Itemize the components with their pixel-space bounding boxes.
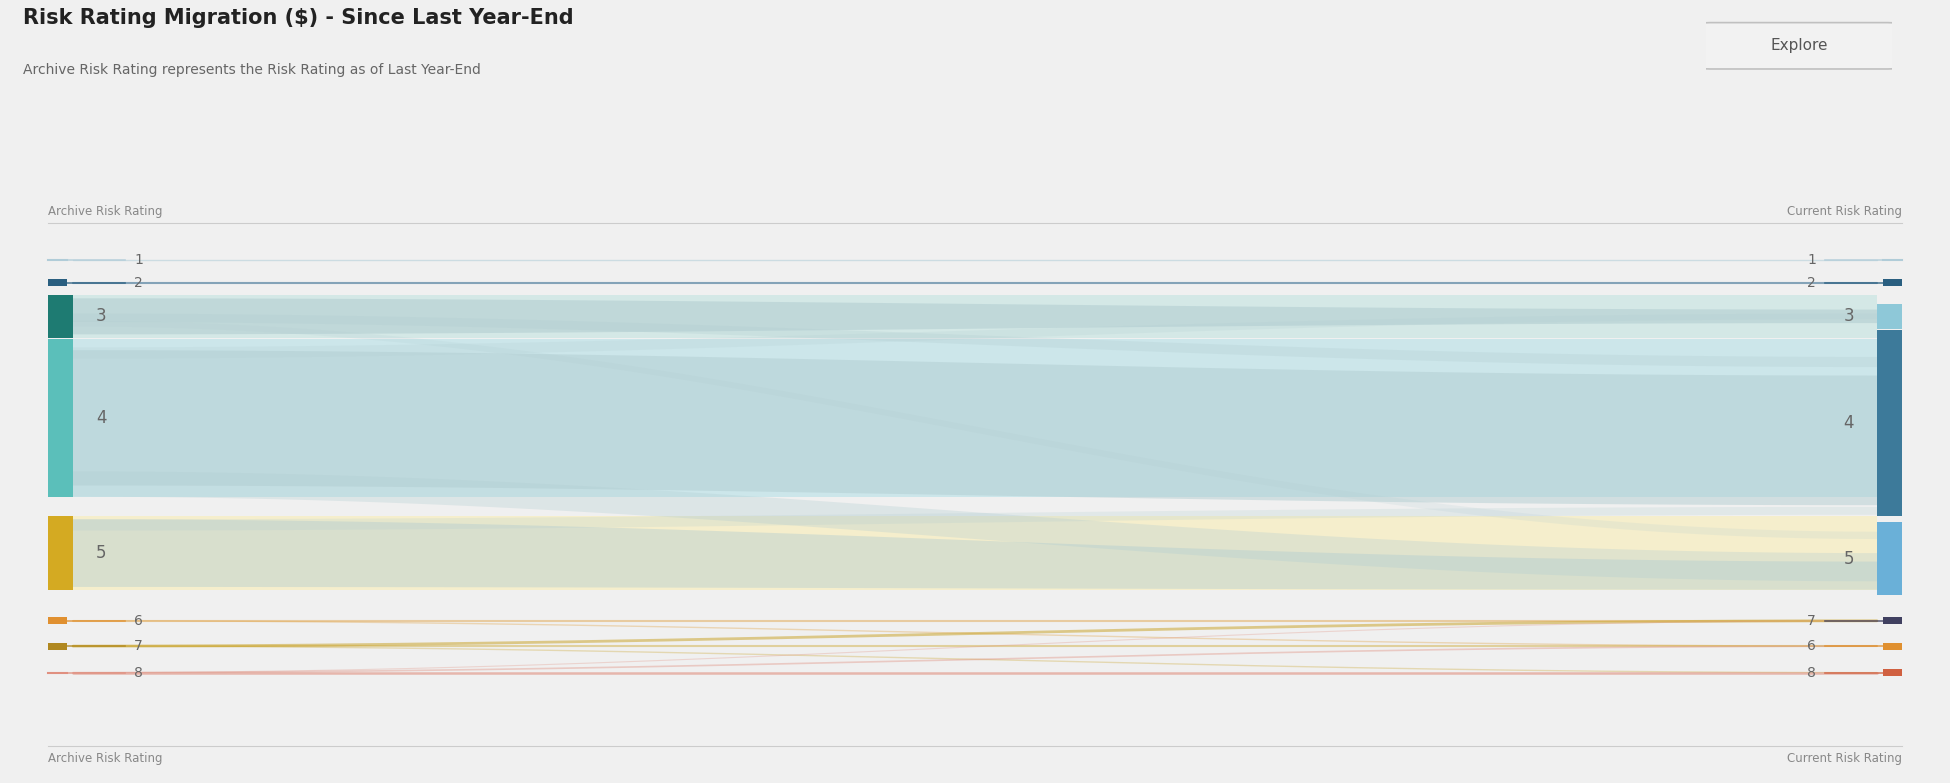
Bar	[1882, 279, 1901, 286]
Bar	[49, 517, 72, 590]
FancyBboxPatch shape	[1700, 23, 1897, 69]
Text: Archive Risk Rating: Archive Risk Rating	[49, 204, 162, 218]
Text: 8: 8	[135, 666, 142, 680]
Text: 8: 8	[1808, 666, 1815, 680]
Bar	[1878, 330, 1901, 517]
Text: Risk Rating Migration ($) - Since Last Year-End: Risk Rating Migration ($) - Since Last Y…	[23, 8, 573, 28]
Text: 1: 1	[135, 253, 142, 267]
Bar	[49, 295, 72, 337]
Polygon shape	[72, 471, 1878, 581]
Polygon shape	[72, 507, 1878, 531]
Polygon shape	[72, 350, 1878, 505]
Polygon shape	[72, 313, 1878, 359]
Polygon shape	[72, 298, 1878, 334]
Text: Archive Risk Rating: Archive Risk Rating	[49, 752, 162, 764]
Text: 7: 7	[135, 639, 142, 653]
Bar	[1878, 522, 1901, 595]
Bar	[72, 517, 1878, 590]
Bar	[1882, 617, 1901, 624]
Text: 5: 5	[1843, 550, 1854, 568]
Polygon shape	[72, 313, 1878, 367]
Text: Archive Risk Rating represents the Risk Rating as of Last Year-End: Archive Risk Rating represents the Risk …	[23, 63, 482, 77]
Bar	[49, 617, 66, 624]
Text: Current Risk Rating: Current Risk Rating	[1786, 752, 1901, 764]
Text: 4: 4	[96, 409, 107, 427]
Text: 2: 2	[1808, 276, 1815, 290]
Text: 3: 3	[1843, 308, 1854, 325]
Bar	[49, 279, 66, 286]
Polygon shape	[72, 321, 1878, 539]
Text: 1: 1	[1808, 253, 1815, 267]
Polygon shape	[72, 519, 1878, 590]
Text: 7: 7	[1808, 614, 1815, 628]
Bar	[72, 295, 1878, 337]
Bar	[1882, 669, 1901, 676]
Bar	[1882, 643, 1901, 650]
Bar	[49, 339, 72, 496]
Text: 5: 5	[96, 544, 107, 562]
Bar	[49, 643, 66, 650]
Text: 6: 6	[1808, 639, 1815, 653]
Bar	[1878, 304, 1901, 329]
Bar	[72, 339, 1878, 496]
Text: Explore: Explore	[1771, 38, 1827, 53]
Text: 3: 3	[96, 308, 107, 325]
Text: Current Risk Rating: Current Risk Rating	[1786, 204, 1901, 218]
Text: 4: 4	[1843, 414, 1854, 432]
Text: 2: 2	[135, 276, 142, 290]
Text: 6: 6	[135, 614, 142, 628]
